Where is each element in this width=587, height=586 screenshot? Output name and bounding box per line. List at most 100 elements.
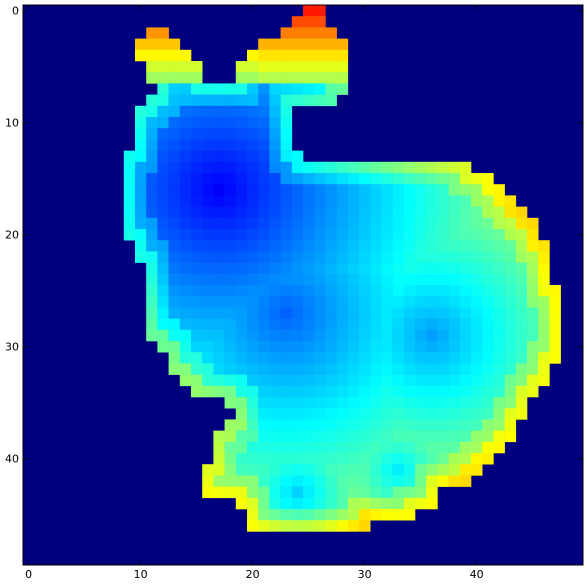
heatmap-cell: [269, 374, 281, 387]
heatmap-cell: [291, 38, 304, 51]
heatmap-cell: [235, 251, 248, 263]
heatmap-cell: [202, 363, 214, 375]
heatmap-cell: [235, 262, 248, 275]
heatmap-cell: [247, 195, 259, 207]
heatmap-cell: [269, 285, 281, 297]
heatmap-cell: [471, 363, 483, 375]
heatmap-cell: [448, 441, 461, 454]
heatmap-cell: [482, 240, 494, 252]
heatmap-cell: [135, 161, 147, 174]
heatmap-cell: [213, 385, 225, 398]
heatmap-cell: [437, 307, 449, 319]
heatmap-cell: [303, 217, 315, 230]
heatmap-cell: [437, 374, 449, 387]
heatmap-cell: [247, 441, 259, 454]
heatmap-cell: [291, 229, 304, 241]
heatmap-cell: [235, 285, 248, 297]
heatmap-cell: [146, 307, 158, 319]
heatmap-cell: [403, 397, 416, 409]
heatmap-cell: [493, 341, 505, 353]
heatmap-cell: [202, 94, 214, 107]
heatmap-cell: [146, 273, 158, 286]
heatmap-cell: [471, 318, 483, 331]
heatmap-cell: [403, 441, 416, 454]
heatmap-cell: [213, 206, 225, 219]
heatmap-cell: [135, 38, 147, 51]
heatmap-cell: [303, 464, 315, 476]
heatmap-cell: [135, 117, 147, 129]
heatmap-cell: [392, 307, 405, 319]
heatmap-cell: [291, 240, 304, 252]
heatmap-cell: [336, 184, 349, 196]
heatmap-cell: [157, 318, 169, 331]
heatmap-cell: [370, 385, 382, 398]
axis-ticks: 0 10 20 30 40 0 10 20 30 40: [5, 5, 583, 581]
heatmap-cell: [202, 475, 214, 487]
heatmap-cell: [471, 206, 483, 219]
heatmap-cell: [493, 273, 505, 286]
heatmap-cell: [426, 397, 438, 409]
heatmap-cell: [426, 453, 438, 465]
heatmap-cell: [280, 419, 293, 431]
heatmap-cell: [247, 150, 259, 163]
heatmap-cell: [314, 464, 326, 476]
heatmap-cell: [336, 419, 349, 431]
heatmap-cell: [314, 206, 326, 219]
heatmap-cell: [415, 229, 427, 241]
heatmap-cell: [235, 139, 248, 151]
heatmap-cell: [448, 464, 461, 476]
heatmap-cell: [347, 374, 360, 387]
heatmap-cell: [213, 475, 225, 487]
heatmap-cell: [504, 329, 517, 342]
heatmap-cell: [146, 128, 158, 140]
heatmap-cell: [146, 27, 158, 39]
heatmap-cell: [426, 240, 438, 252]
heatmap-cell: [325, 161, 337, 174]
heatmap-cell: [280, 273, 293, 286]
heatmap-cell: [280, 27, 293, 39]
heatmap-cell: [381, 161, 393, 174]
heatmap-cell: [370, 206, 382, 219]
heatmap-cell: [403, 195, 416, 207]
heatmap-cell: [515, 251, 528, 263]
heatmap-cell: [426, 352, 438, 364]
heatmap-cell: [415, 161, 427, 174]
heatmap-cell: [269, 128, 281, 140]
heatmap-cell: [336, 453, 349, 465]
heatmap-cell: [280, 128, 293, 140]
heatmap-cell: [179, 374, 192, 387]
heatmap-cell: [314, 329, 326, 342]
heatmap-cell: [280, 206, 293, 219]
heatmap-cell: [426, 497, 438, 510]
heatmap-cell: [280, 374, 293, 387]
heatmap-cell: [191, 173, 203, 185]
heatmap-cell: [303, 16, 315, 28]
heatmap-cell: [527, 307, 539, 319]
heatmap-cell: [381, 397, 393, 409]
heatmap-cell: [269, 363, 281, 375]
heatmap-cell: [146, 139, 158, 151]
heatmap-cell: [146, 262, 158, 275]
heatmap-cell: [314, 453, 326, 465]
heatmap-cell: [247, 486, 259, 499]
heatmap-cell: [336, 195, 349, 207]
heatmap-cell: [426, 341, 438, 353]
heatmap-cell: [403, 229, 416, 241]
heatmap-cell: [482, 430, 494, 443]
heatmap-cell: [269, 352, 281, 364]
heatmap-cell: [291, 217, 304, 230]
heatmap-cell: [325, 94, 337, 107]
heatmap-cell: [123, 184, 136, 196]
heatmap-cell: [336, 161, 349, 174]
heatmap-cell: [459, 229, 472, 241]
heatmap-cell: [303, 419, 315, 431]
heatmap-cell: [258, 251, 270, 263]
heatmap-cell: [448, 318, 461, 331]
heatmap-cell: [403, 262, 416, 275]
heatmap-cell: [247, 117, 259, 129]
heatmap-cell: [280, 397, 293, 409]
heatmap-cell: [370, 497, 382, 510]
heatmap-cell: [471, 173, 483, 185]
heatmap-cell: [415, 184, 427, 196]
heatmap-cell: [224, 128, 237, 140]
